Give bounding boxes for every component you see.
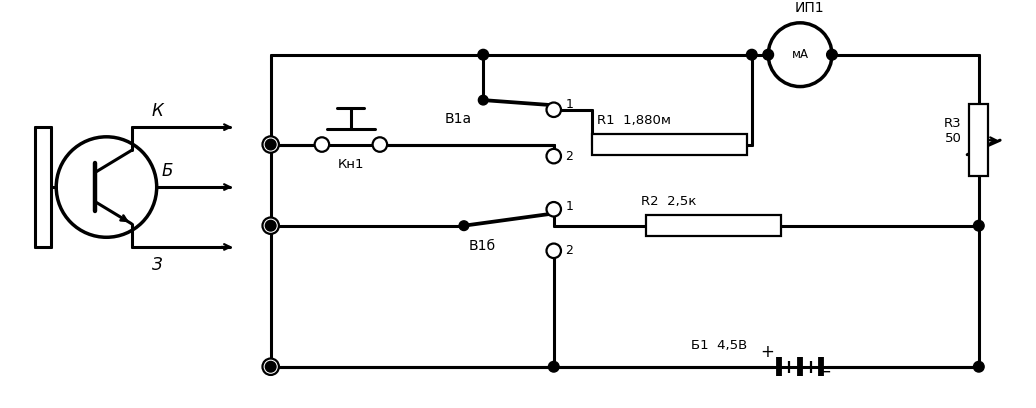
Text: −: −	[817, 363, 831, 381]
Text: ø: ø	[266, 219, 275, 233]
Circle shape	[974, 220, 984, 231]
Text: R1  1,880м: R1 1,880м	[597, 114, 671, 127]
Circle shape	[547, 244, 560, 258]
Text: ø: ø	[266, 360, 275, 374]
Text: В1б: В1б	[468, 239, 496, 253]
Circle shape	[548, 361, 559, 372]
Text: +: +	[760, 343, 774, 361]
Bar	[593, 134, 747, 155]
Text: З: З	[152, 256, 163, 274]
Circle shape	[479, 95, 488, 105]
Circle shape	[315, 137, 329, 152]
Circle shape	[747, 49, 757, 60]
Circle shape	[974, 361, 984, 372]
Text: 2: 2	[566, 244, 573, 257]
Circle shape	[769, 23, 832, 86]
Circle shape	[262, 217, 279, 234]
Text: 1: 1	[566, 98, 573, 111]
Circle shape	[827, 49, 837, 60]
Text: Кн1: Кн1	[338, 158, 364, 171]
Text: мА: мА	[792, 48, 808, 61]
Text: ø: ø	[266, 137, 275, 151]
Text: В1а: В1а	[444, 113, 471, 126]
Text: ИП1: ИП1	[795, 1, 825, 15]
Text: К: К	[152, 102, 164, 120]
Text: 1: 1	[566, 200, 573, 213]
Bar	[969, 104, 988, 176]
Circle shape	[478, 49, 489, 60]
Circle shape	[547, 102, 560, 117]
Circle shape	[459, 221, 468, 231]
Text: R3
50: R3 50	[944, 117, 961, 144]
Circle shape	[547, 202, 560, 217]
Circle shape	[762, 49, 774, 60]
Text: Б: Б	[162, 162, 173, 180]
Circle shape	[262, 359, 279, 375]
Bar	[645, 215, 781, 236]
Text: R2  2,5к: R2 2,5к	[640, 195, 696, 208]
Circle shape	[547, 149, 560, 163]
Text: Б1  4,5В: Б1 4,5В	[691, 339, 747, 352]
Circle shape	[262, 136, 279, 153]
Text: 2: 2	[566, 150, 573, 163]
Circle shape	[265, 361, 276, 372]
Circle shape	[265, 220, 276, 231]
Circle shape	[373, 137, 387, 152]
Circle shape	[265, 139, 276, 150]
